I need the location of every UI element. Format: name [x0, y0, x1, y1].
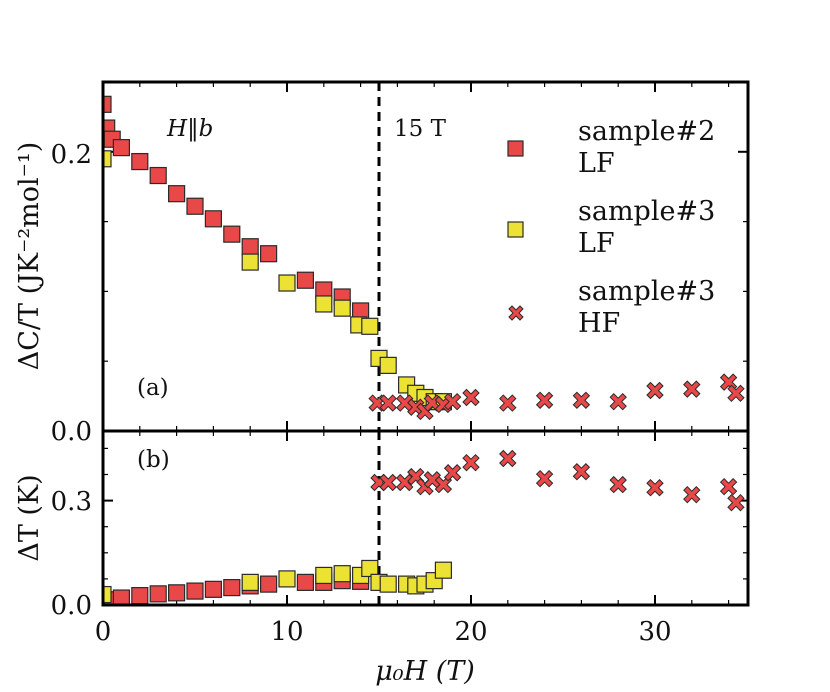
legend-label-line1: sample#3: [578, 276, 715, 307]
square-marker-icon: [103, 585, 112, 604]
y-tick-b-0.0: 0.0: [51, 591, 92, 621]
series-sample-3-lf: [103, 150, 452, 411]
square-marker-icon: [315, 295, 333, 313]
square-marker-icon: [204, 210, 222, 228]
x-marker-icon: [499, 449, 517, 468]
x-marker-icon: [572, 391, 591, 409]
square-marker-icon: [333, 565, 351, 583]
legend-yellow-square-icon: [507, 221, 524, 238]
legend: sample#2 LF sample#3 LF sample#3 HF: [507, 116, 715, 339]
x-axis-label: μ₀H (T): [375, 656, 475, 687]
x-marker-icon: [462, 388, 480, 407]
panel-b-label: (b): [137, 447, 170, 473]
square-marker-icon: [361, 559, 379, 578]
square-marker-icon: [434, 561, 452, 579]
y-axis-label-a: ΔC/T (JK⁻²mol⁻¹): [14, 142, 45, 371]
panel-b-data: [103, 449, 745, 605]
square-marker-icon: [112, 589, 131, 605]
panel-a-label: (a): [137, 375, 169, 401]
legend-red-x-icon: [508, 305, 524, 321]
square-marker-icon: [315, 566, 333, 585]
square-marker-icon: [260, 245, 278, 263]
square-marker-icon: [131, 152, 149, 171]
x-marker-icon: [727, 384, 745, 403]
x-marker-icon: [499, 394, 517, 412]
legend-red-square-icon: [507, 140, 524, 157]
y-tick-b-0.3: 0.3: [51, 487, 92, 517]
square-marker-icon: [223, 578, 241, 597]
x-marker-icon: [535, 391, 554, 409]
square-marker-icon: [131, 587, 149, 605]
square-marker-icon: [168, 185, 186, 203]
square-marker-icon: [379, 575, 397, 593]
x-tick-20: 20: [454, 617, 487, 647]
square-marker-icon: [168, 584, 186, 602]
square-marker-icon: [296, 271, 314, 289]
legend-label-line1: sample#2: [578, 116, 715, 147]
square-marker-icon: [186, 197, 204, 215]
x-marker-icon: [727, 493, 745, 512]
x-tick-30: 30: [638, 617, 671, 647]
x-marker-icon: [443, 392, 462, 411]
panel-b: (b): [101, 429, 750, 607]
field-direction-annotation: H‖b: [166, 116, 213, 142]
series-sample-3-hf: [368, 373, 745, 421]
x-marker-icon: [443, 464, 462, 482]
x-marker-icon: [646, 479, 664, 497]
y-tick-a-0.2: 0.2: [51, 140, 92, 170]
x-tick-labels: 0 10 20 30: [95, 617, 672, 647]
square-marker-icon: [260, 575, 278, 593]
y-axis-label-b: ΔT (K): [14, 474, 45, 561]
y-tick-a-0.0: 0.0: [51, 417, 92, 447]
square-marker-icon: [241, 573, 259, 591]
x-marker-icon: [683, 485, 701, 504]
legend-label-line2: LF: [578, 148, 615, 179]
x-tick-10: 10: [270, 617, 303, 647]
x-marker-icon: [646, 381, 664, 400]
square-marker-icon: [278, 274, 296, 292]
x-marker-icon: [462, 453, 480, 472]
y-tick-labels-b: 0.0 0.3: [51, 487, 92, 621]
x-marker-icon: [379, 394, 397, 412]
x-marker-icon: [719, 477, 738, 496]
series-sample-3-lf: [103, 559, 452, 604]
square-marker-icon: [241, 238, 259, 256]
y-tick-labels-a: 0.0 0.2: [51, 140, 92, 447]
square-marker-icon: [186, 582, 204, 600]
series-sample-2-lf: [103, 95, 370, 320]
square-marker-icon: [149, 585, 167, 603]
square-marker-icon: [204, 580, 222, 598]
square-marker-icon: [333, 299, 351, 317]
panel-a-data: [103, 95, 745, 421]
x-marker-icon: [535, 469, 554, 488]
square-marker-icon: [296, 573, 314, 591]
x-marker-icon: [396, 473, 414, 492]
square-marker-icon: [379, 356, 397, 374]
square-marker-icon: [112, 139, 131, 157]
square-marker-icon: [241, 253, 259, 271]
legend-label-line1: sample#3: [578, 196, 715, 227]
legend-entry-sample3-hf: sample#3 HF: [508, 276, 715, 339]
square-marker-icon: [278, 570, 296, 588]
square-marker-icon: [103, 95, 112, 113]
legend-entry-sample2-lf: sample#2 LF: [507, 116, 715, 179]
square-marker-icon: [223, 225, 241, 243]
square-marker-icon: [149, 166, 167, 185]
x-marker-icon: [683, 380, 701, 398]
legend-label-line2: LF: [578, 228, 615, 259]
legend-label-line2: HF: [578, 308, 620, 339]
panel-b-frame: [101, 429, 750, 607]
x-marker-icon: [609, 475, 627, 494]
series-sample-3-hf: [370, 449, 745, 512]
x-tick-0: 0: [95, 617, 112, 647]
x-marker-icon: [572, 463, 591, 481]
vline-label: 15 T: [394, 116, 447, 142]
square-marker-icon: [103, 150, 112, 168]
square-marker-icon: [361, 317, 379, 335]
x-marker-icon: [609, 392, 627, 411]
legend-entry-sample3-lf: sample#3 LF: [507, 196, 715, 259]
